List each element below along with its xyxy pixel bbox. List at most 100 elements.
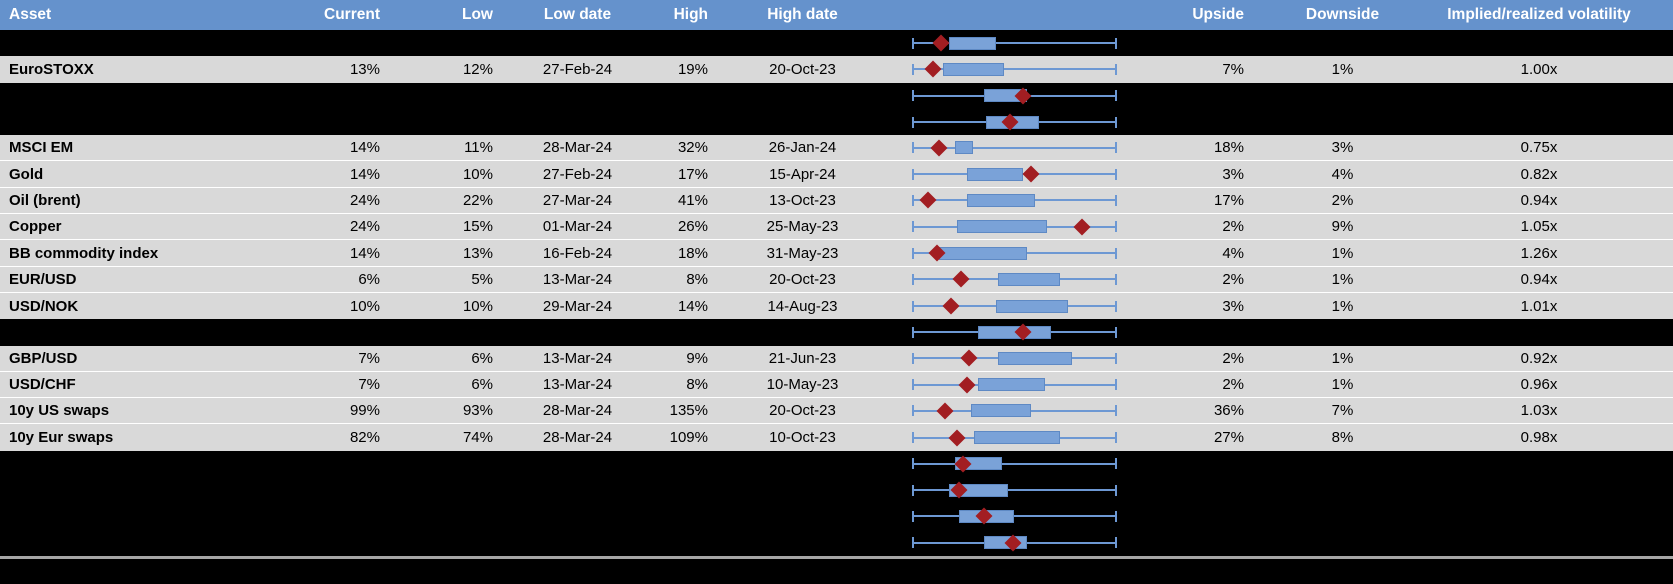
- cell-low: 10%: [462, 165, 493, 183]
- cell-implied-realized: [1405, 451, 1673, 477]
- cell-low: [400, 477, 505, 503]
- cell-high: [650, 30, 735, 56]
- cell-high-date: 26-Jan-24: [768, 139, 837, 157]
- cell-low: [400, 109, 505, 135]
- cell-upside: 36%: [1213, 402, 1244, 420]
- cell-high-date: [735, 503, 870, 529]
- whisker-range: [912, 83, 1117, 109]
- cell-upside: [1140, 83, 1280, 109]
- cell-high-date: [735, 109, 870, 135]
- current-value-marker: [919, 191, 937, 209]
- whisker-cap-right: [1115, 510, 1117, 522]
- cell-low: [400, 30, 505, 56]
- whisker-cap-left: [912, 142, 914, 154]
- range-box: [955, 141, 974, 155]
- cell-high-date: 10-Oct-23: [769, 429, 836, 447]
- cell-low-date: 29-Mar-24: [542, 297, 613, 315]
- cell-current: 6%: [358, 270, 380, 288]
- whisker-line: [912, 68, 1117, 71]
- whisker-cap-right: [1115, 379, 1117, 390]
- range-box: [967, 193, 1035, 207]
- cell-low: [400, 83, 505, 109]
- cell-high: [650, 451, 735, 477]
- whisker-line: [912, 146, 1117, 149]
- range-box: [967, 167, 1023, 181]
- cell-upside: 2%: [1222, 218, 1244, 236]
- whisker-line: [912, 515, 1117, 518]
- current-value-marker: [1022, 165, 1040, 183]
- table-row: MSCI EM 14% 11% 28-Mar-24 32% 26-Jan-24 …: [0, 135, 1673, 162]
- range-box: [971, 404, 1031, 418]
- table-row: [0, 477, 1673, 504]
- cell-low: 13%: [462, 244, 493, 262]
- boxplot: [870, 293, 1140, 319]
- table-row: [0, 319, 1673, 346]
- cell-downside: [1280, 319, 1405, 345]
- boxplot: [870, 319, 1140, 345]
- cell-low: 10%: [462, 297, 493, 315]
- cell-downside: 4%: [1331, 165, 1354, 183]
- cell-low-date: [505, 30, 650, 56]
- whisker-range: [912, 240, 1117, 265]
- cell-downside: 1%: [1331, 376, 1354, 393]
- cell-low-date: [505, 503, 650, 529]
- cell-implied-realized: 0.94x: [1520, 191, 1558, 209]
- whisker-cap-right: [1115, 116, 1117, 128]
- cell-implied-realized: 1.26x: [1520, 244, 1558, 262]
- whisker-cap-left: [912, 300, 914, 312]
- whisker-cap-right: [1115, 90, 1117, 102]
- cell-implied-realized: 1.01x: [1520, 297, 1558, 315]
- cell-asset: [0, 83, 290, 109]
- cell-upside: [1140, 319, 1280, 345]
- cell-upside: [1140, 109, 1280, 135]
- column-header-implied-realized-volatility: Implied/realized volatility: [1447, 6, 1631, 23]
- table-row: [0, 450, 1673, 478]
- boxplot: [870, 346, 1140, 371]
- column-header-high-date: High date: [767, 6, 838, 23]
- whisker-cap-right: [1115, 63, 1117, 75]
- cell-high-date: 31-May-23: [766, 244, 839, 262]
- whisker-range: [912, 135, 1117, 160]
- cell-asset: 10y Eur swaps: [9, 429, 114, 447]
- range-box: [948, 36, 996, 50]
- column-header-current: Current: [324, 6, 380, 23]
- cell-high-date: 13-Oct-23: [769, 191, 836, 209]
- whisker-range: [912, 398, 1117, 423]
- cell-high-date: 20-Oct-23: [769, 270, 836, 288]
- cell-high: [650, 503, 735, 529]
- column-header-upside: Upside: [1192, 6, 1244, 23]
- cell-downside: [1280, 30, 1405, 56]
- cell-low-date: 16-Feb-24: [542, 244, 613, 262]
- cell-high: 18%: [677, 244, 708, 262]
- cell-implied-realized: [1405, 477, 1673, 503]
- whisker-cap-right: [1115, 273, 1117, 285]
- column-header-low: Low: [462, 6, 493, 23]
- cell-upside: 2%: [1222, 270, 1244, 288]
- cell-implied-realized: 0.98x: [1520, 429, 1558, 447]
- boxplot: [870, 267, 1140, 292]
- whisker-line: [912, 462, 1117, 465]
- cell-upside: 2%: [1222, 349, 1244, 367]
- boxplot: [870, 135, 1140, 160]
- whisker-cap-left: [912, 221, 914, 233]
- current-value-marker: [1073, 218, 1091, 236]
- table-row: [0, 108, 1673, 136]
- whisker-cap-left: [912, 405, 914, 417]
- cell-implied-realized: [1405, 319, 1673, 345]
- whisker-cap-right: [1115, 142, 1117, 154]
- boxplot: [870, 398, 1140, 423]
- cell-upside: 27%: [1213, 429, 1244, 447]
- cell-downside: 3%: [1331, 139, 1354, 157]
- cell-asset: 10y US swaps: [9, 402, 110, 420]
- boxplot: [870, 161, 1140, 186]
- whisker-cap-left: [912, 458, 914, 470]
- cell-low-date: [505, 451, 650, 477]
- current-value-marker: [958, 376, 976, 393]
- current-value-marker: [948, 429, 966, 447]
- cell-low: 12%: [462, 60, 493, 78]
- cell-asset: MSCI EM: [9, 139, 74, 157]
- current-value-marker: [952, 270, 970, 288]
- cell-upside: [1140, 503, 1280, 529]
- range-box: [942, 62, 1005, 76]
